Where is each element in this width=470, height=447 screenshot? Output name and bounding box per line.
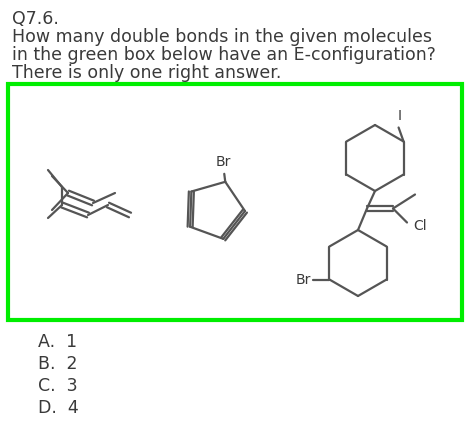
Text: Q7.6.: Q7.6.: [12, 10, 59, 28]
Text: B.  2: B. 2: [38, 355, 78, 373]
Text: How many double bonds in the given molecules: How many double bonds in the given molec…: [12, 28, 432, 46]
Bar: [8, 84, 462, 320]
Text: C.  3: C. 3: [38, 377, 78, 395]
Text: Br: Br: [215, 155, 231, 169]
Text: I: I: [398, 110, 401, 123]
Text: in the green box below have an E-configuration?: in the green box below have an E-configu…: [12, 46, 436, 64]
Text: D.  4: D. 4: [38, 399, 79, 417]
Text: There is only one right answer.: There is only one right answer.: [12, 64, 282, 82]
Text: Br: Br: [296, 273, 312, 287]
Text: A.  1: A. 1: [38, 333, 77, 351]
Text: Cl: Cl: [413, 219, 427, 233]
